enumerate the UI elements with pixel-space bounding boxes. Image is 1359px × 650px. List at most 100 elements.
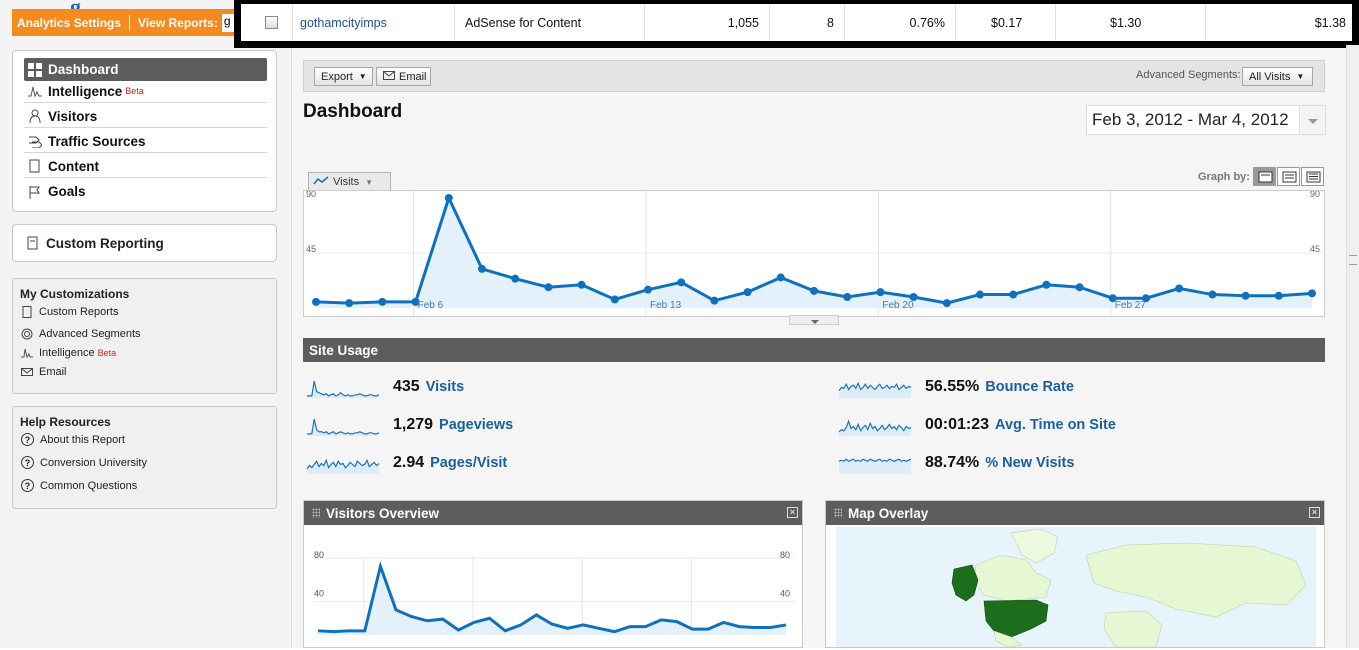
conversion-university-link[interactable]: ? Conversion University	[21, 456, 147, 469]
row-checkbox[interactable]	[265, 16, 278, 29]
visits-point[interactable]	[312, 297, 320, 306]
visits-point[interactable]	[411, 297, 420, 306]
visits-point[interactable]	[444, 194, 453, 202]
visits-point[interactable]	[1241, 291, 1250, 300]
stat-avg-time-label[interactable]: Avg. Time on Site	[995, 417, 1116, 433]
visits-point[interactable]	[544, 283, 553, 292]
nav-traffic-sources[interactable]: Traffic Sources	[24, 130, 267, 153]
intelligence-link[interactable]: Intelligence Beta	[21, 347, 116, 359]
help-icon: ?	[21, 433, 34, 446]
visits-point[interactable]	[909, 293, 918, 301]
visitors-icon	[28, 109, 42, 124]
stat-pageviews-label[interactable]: Pageviews	[439, 417, 514, 433]
visitors-overview-header[interactable]: Visitors Overview ×	[304, 501, 802, 525]
nav-dashboard[interactable]: Dashboard	[24, 58, 267, 81]
nav-content[interactable]: Content	[24, 155, 267, 178]
visits-point[interactable]	[345, 299, 354, 308]
stat-avg-time-value: 00:01:23	[925, 416, 990, 433]
advanced-segments-link[interactable]: Advanced Segments	[21, 328, 141, 340]
visits-point[interactable]	[942, 299, 951, 308]
site-name-link[interactable]: gothamcityimps	[293, 4, 455, 41]
intelligence-label: Intelligence	[39, 347, 95, 359]
visits-point[interactable]	[843, 293, 852, 301]
visits-point[interactable]	[743, 288, 752, 297]
custom-reports-link[interactable]: Custom Reports	[21, 306, 118, 318]
visits-point[interactable]	[1075, 283, 1084, 292]
visits-point[interactable]	[776, 273, 785, 282]
stat-pages-per-visit-value: 2.94	[393, 454, 425, 471]
date-range-picker[interactable]: Feb 3, 2012 - Mar 4, 2012	[1086, 105, 1326, 135]
stat-visits-label[interactable]: Visits	[425, 379, 465, 395]
graph-by-day-button[interactable]	[1253, 167, 1276, 186]
drag-handle-icon[interactable]	[834, 508, 842, 518]
date-range-dropdown[interactable]	[1299, 106, 1325, 134]
visits-point[interactable]	[1308, 289, 1316, 298]
custom-reporting-icon	[26, 236, 40, 250]
content-icon	[28, 159, 42, 173]
stat-new-visits-value: 88.74%	[925, 454, 980, 471]
advanced-segments-select[interactable]: All Visits ▼	[1242, 67, 1313, 86]
graph-by-week-button[interactable]	[1277, 167, 1300, 186]
custom-reports-label: Custom Reports	[39, 306, 119, 318]
stat-avg-time: 00:01:23 Avg. Time on Site	[925, 416, 1116, 434]
close-icon[interactable]: ×	[787, 507, 798, 518]
visits-point[interactable]	[1208, 290, 1217, 299]
advanced-segments-value: All Visits	[1249, 70, 1291, 83]
visits-point[interactable]	[876, 288, 885, 297]
visits-point[interactable]	[478, 264, 486, 273]
analytics-settings-link[interactable]: Analytics Settings	[17, 15, 122, 30]
y-axis-label-right: 45	[1310, 244, 1320, 254]
chart-resize-handle[interactable]	[789, 315, 839, 325]
visits-point[interactable]	[610, 295, 619, 304]
visits-chart-svg: 90 90 45 45 Feb 6 Feb 13 Feb 20 Feb 27	[304, 189, 1324, 316]
visits-point[interactable]	[976, 290, 984, 299]
stat-pages-per-visit-label[interactable]: Pages/Visit	[430, 455, 508, 471]
metric-cell-5: $1.30	[1056, 4, 1206, 41]
visits-point[interactable]	[677, 278, 686, 287]
about-this-report-link[interactable]: ? About this Report	[21, 433, 125, 446]
sparkline-area	[839, 421, 911, 436]
close-icon[interactable]: ×	[1309, 507, 1320, 518]
highlighted-table-row-frame: gothamcityimps AdSense for Content 1,055…	[234, 0, 1359, 48]
visits-point[interactable]	[644, 285, 652, 294]
stat-pages-per-visit: 2.94 Pages/Visit	[393, 454, 507, 472]
scrollbar-grip[interactable]	[1349, 255, 1357, 265]
drag-handle-icon[interactable]	[312, 508, 320, 518]
visits-point[interactable]	[1042, 280, 1051, 289]
world-map[interactable]	[826, 525, 1324, 648]
visits-point[interactable]	[1274, 291, 1283, 300]
stat-bounce-rate-label[interactable]: Bounce Rate	[985, 379, 1074, 395]
visits-point[interactable]	[1142, 294, 1150, 303]
page-scrollbar[interactable]	[1346, 45, 1359, 648]
email-link[interactable]: Email	[21, 366, 67, 378]
y-axis-label-left: 45	[306, 244, 316, 254]
nav-goals[interactable]: Goals	[24, 180, 267, 203]
custom-reporting-link[interactable]: Custom Reporting	[12, 224, 277, 262]
nav-visitors[interactable]: Visitors	[24, 105, 267, 128]
stat-new-visits-label[interactable]: % New Visits	[985, 455, 1075, 471]
y-axis-label-left: 90	[306, 191, 316, 199]
visits-point[interactable]	[810, 286, 818, 295]
sparkline-line	[838, 458, 912, 462]
export-button[interactable]: Export ▼	[314, 67, 373, 86]
common-questions-link[interactable]: ? Common Questions	[21, 479, 137, 492]
view-reports-label: View Reports:	[138, 15, 218, 30]
visits-point[interactable]	[1009, 290, 1018, 299]
about-this-report-label: About this Report	[40, 433, 125, 446]
visits-point[interactable]	[511, 274, 520, 283]
visits-point[interactable]	[1108, 294, 1117, 303]
visits-point[interactable]	[378, 297, 387, 306]
visits-point[interactable]	[1175, 284, 1184, 293]
help-icon: ?	[21, 479, 34, 492]
visits-point[interactable]	[577, 280, 586, 289]
map-overlay-header[interactable]: Map Overlay ×	[826, 501, 1324, 525]
stat-bounce-rate: 56.55% Bounce Rate	[925, 378, 1074, 396]
visitors-overview-title: Visitors Overview	[326, 505, 440, 521]
email-button-label: Email	[399, 70, 427, 83]
email-button[interactable]: Email	[376, 67, 431, 86]
metric-selector[interactable]: Visits ▼	[308, 172, 391, 191]
nav-intelligence[interactable]: Intelligence Beta	[24, 80, 267, 103]
visits-point[interactable]	[710, 296, 719, 305]
graph-by-month-button[interactable]	[1301, 167, 1324, 186]
common-questions-label: Common Questions	[40, 479, 138, 492]
